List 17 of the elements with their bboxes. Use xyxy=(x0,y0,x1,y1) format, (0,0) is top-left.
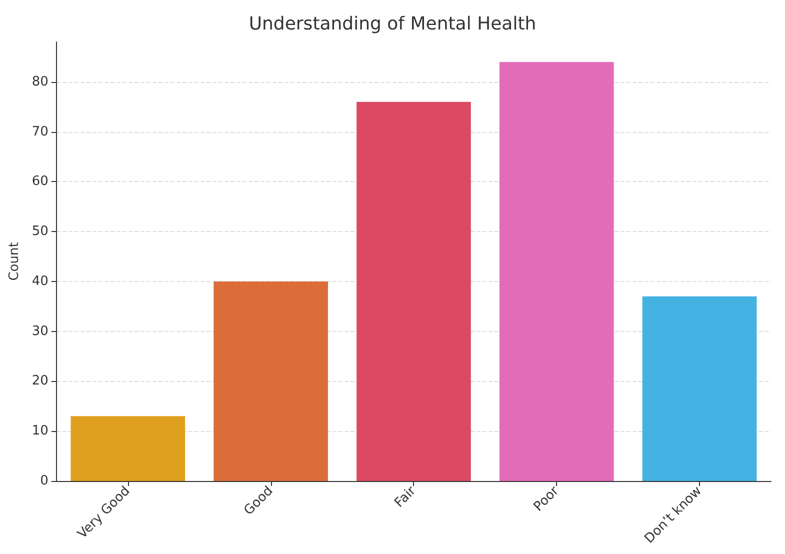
bar xyxy=(70,416,186,481)
bar xyxy=(499,62,614,481)
y-tick-label: 80 xyxy=(32,74,48,90)
y-tick-label: 70 xyxy=(32,124,48,140)
y-tick-label: 0 xyxy=(40,474,48,488)
x-tick-label: Fair xyxy=(392,483,420,511)
y-tick-label: 50 xyxy=(32,224,48,240)
y-axis-title: Count xyxy=(7,242,22,281)
y-tick-label: 60 xyxy=(32,174,48,190)
y-tick-label: 10 xyxy=(32,424,48,439)
bar xyxy=(642,296,757,481)
y-tick-label: 30 xyxy=(32,324,48,339)
chart-title: Understanding of Mental Health xyxy=(248,14,536,34)
y-tick-label: 20 xyxy=(32,374,48,389)
bar xyxy=(356,102,471,481)
bar xyxy=(214,281,328,481)
y-tick-label: 40 xyxy=(32,274,48,289)
